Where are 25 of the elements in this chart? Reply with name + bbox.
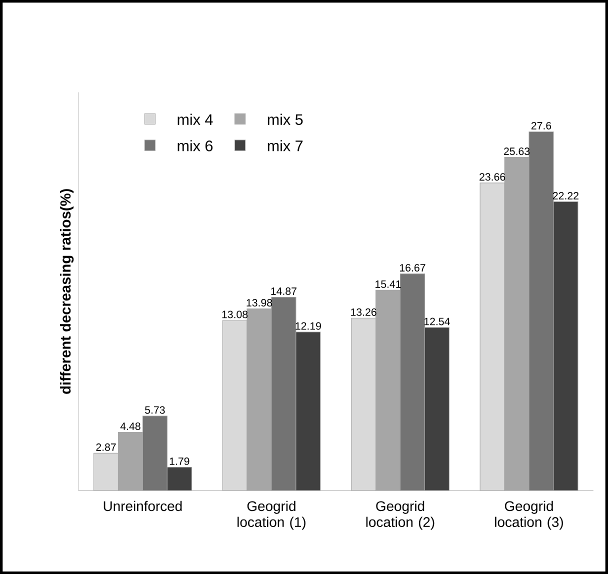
data-label: 13.08 <box>222 310 248 318</box>
x-tick-label: Unreinforced <box>104 500 182 512</box>
legend-label: mix 7 <box>268 140 303 152</box>
data-label: 13.26 <box>351 308 376 316</box>
data-label: 25.63 <box>504 147 530 156</box>
y-axis-title: different decreasing ratios(%) <box>60 189 74 394</box>
data-label: 14.87 <box>271 287 296 295</box>
data-label: 16.67 <box>400 264 426 272</box>
legend-label: mix 6 <box>178 140 213 152</box>
legend-label: mix 5 <box>268 114 303 125</box>
data-label: 4.48 <box>120 422 140 430</box>
data-label: 22.22 <box>552 192 578 200</box>
x-tick-label: Geogrid location (3) <box>495 500 563 530</box>
legend-label: mix 4 <box>178 114 213 125</box>
data-label: 2.87 <box>96 443 116 451</box>
data-label: 12.54 <box>424 318 450 326</box>
data-label: 15.41 <box>376 280 401 288</box>
x-tick-label: Geogrid location (1) <box>238 500 306 530</box>
data-label: 23.66 <box>480 173 506 181</box>
data-label: 13.98 <box>246 298 272 306</box>
data-label: 27.6 <box>531 122 552 130</box>
x-tick-label: Geogrid location (2) <box>366 500 434 530</box>
data-label: 5.73 <box>145 406 165 414</box>
data-label: 1.79 <box>170 457 190 465</box>
data-label: 12.19 <box>296 322 321 330</box>
